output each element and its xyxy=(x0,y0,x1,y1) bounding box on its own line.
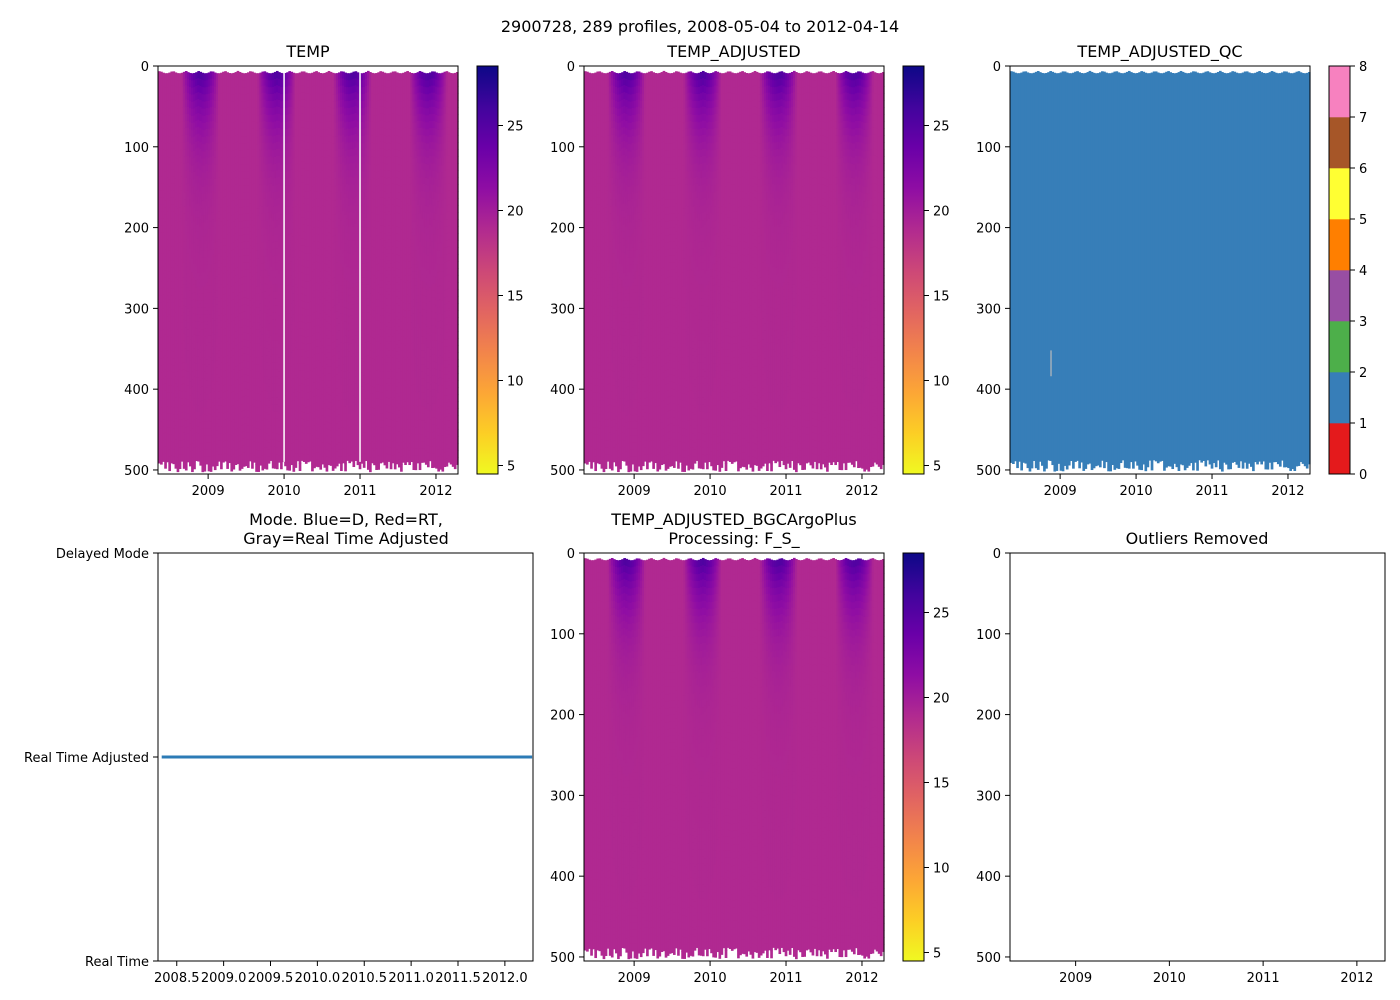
heat-cell xyxy=(185,463,188,471)
heat-cell xyxy=(179,461,182,469)
heat-cell xyxy=(193,462,196,470)
heat-cell xyxy=(204,464,207,472)
heat-cell xyxy=(168,463,171,471)
figure: 2900728, 289 profiles, 2008-05-04 to 201… xyxy=(0,0,1400,1000)
heat-cell xyxy=(220,462,223,470)
heatmap-temp xyxy=(158,71,459,472)
figure-title: 2900728, 289 profiles, 2008-05-04 to 201… xyxy=(501,17,899,36)
